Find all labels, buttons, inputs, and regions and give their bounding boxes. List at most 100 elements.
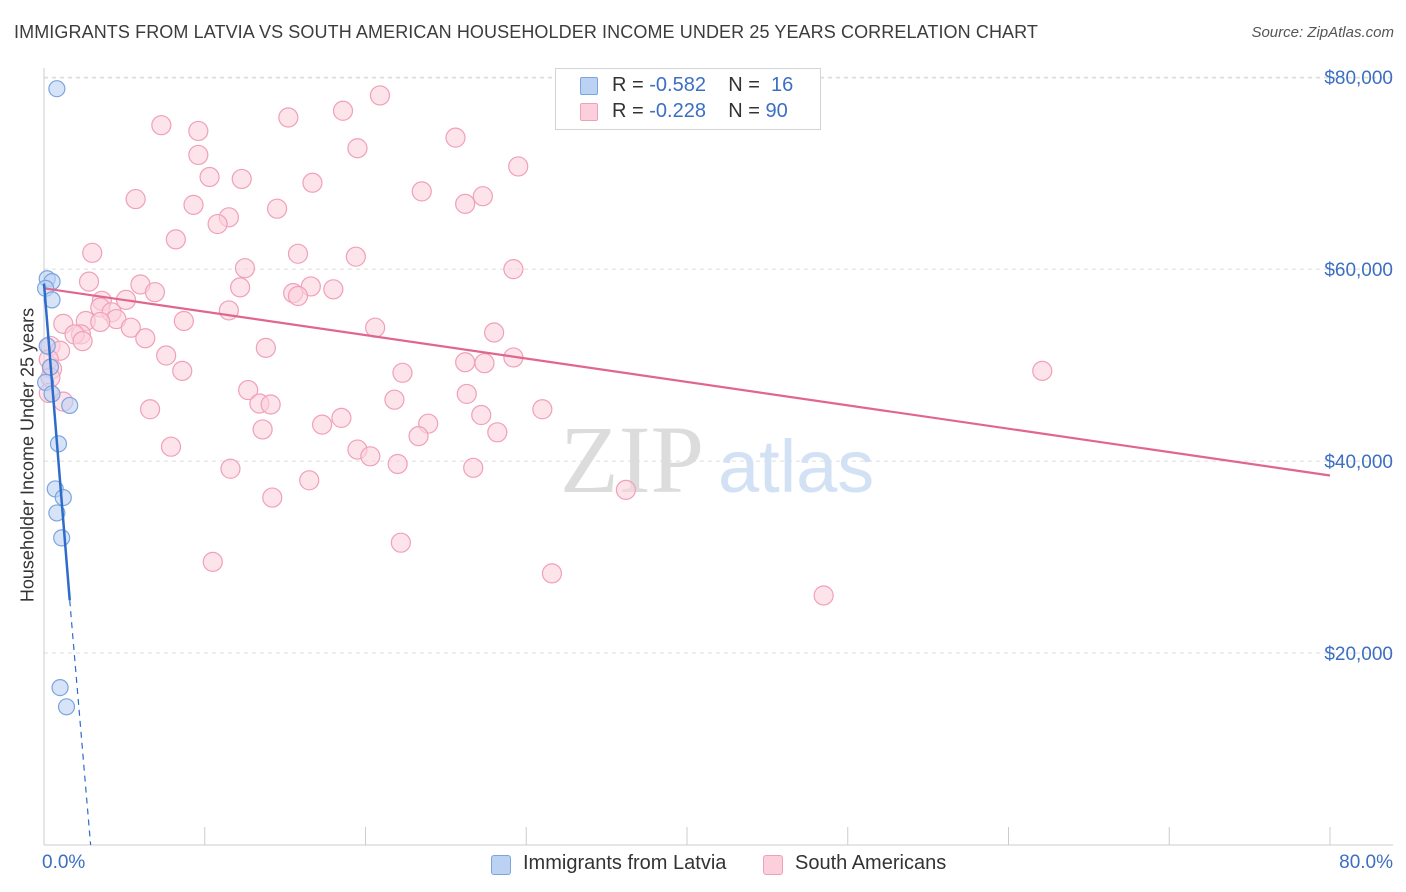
point-south-americans (1032, 360, 1053, 381)
y-tick-label: $20,000 (1324, 644, 1393, 665)
point-south-americans (615, 479, 637, 500)
point-south-americans (156, 345, 177, 366)
point-south-americans (455, 352, 476, 373)
chart-source: Source: ZipAtlas.com (1251, 24, 1394, 41)
trend-line-latvia (42, 283, 71, 601)
point-south-americans (323, 279, 344, 300)
point-south-americans (445, 127, 466, 148)
legend-n-label: N = (728, 74, 760, 96)
correlation-legend: R = -0.582 N = 16 R = -0.228 N = 90 (555, 68, 821, 130)
legend-r-value: -0.582 (649, 74, 706, 96)
legend-swatch-latvia (580, 77, 598, 95)
point-south-americans (234, 258, 256, 279)
y-tick-label: $80,000 (1324, 68, 1393, 89)
bottom-legend-label-south-americans: South Americans (795, 852, 947, 874)
legend-n-value: 90 (765, 100, 788, 122)
point-south-americans (347, 138, 368, 159)
point-south-americans (287, 285, 309, 307)
point-latvia (57, 698, 76, 716)
point-south-americans (151, 115, 172, 136)
legend-n-value: 16 (771, 74, 794, 96)
point-south-americans (387, 453, 408, 475)
point-south-americans (332, 100, 354, 121)
point-south-americans (365, 317, 386, 338)
point-south-americans (311, 414, 333, 435)
point-south-americans (165, 229, 186, 250)
point-south-americans (199, 166, 220, 188)
point-south-americans (172, 360, 193, 381)
point-latvia (48, 504, 66, 522)
point-south-americans (231, 168, 252, 190)
trend-line-south-americans (43, 287, 1331, 477)
point-south-americans (255, 337, 276, 358)
point-south-americans (487, 422, 508, 443)
point-latvia (61, 396, 79, 415)
point-south-americans (360, 446, 381, 467)
point-south-americans (135, 328, 156, 349)
point-south-americans (369, 85, 391, 106)
point-south-americans (220, 458, 241, 479)
axes (43, 68, 1393, 846)
point-latvia (54, 488, 72, 507)
point-south-americans (299, 470, 320, 491)
point-south-americans (183, 194, 204, 215)
point-latvia (43, 291, 61, 309)
point-latvia (53, 529, 71, 547)
point-south-americans (262, 487, 283, 508)
point-south-americans (471, 404, 492, 426)
point-south-americans (278, 107, 299, 128)
legend-r-value: -0.228 (649, 100, 706, 122)
point-latvia (38, 337, 56, 355)
point-south-americans (72, 331, 93, 352)
gridlines (44, 76, 1393, 654)
point-south-americans (390, 532, 411, 553)
point-latvia (48, 80, 66, 98)
bottom-legend-swatch-latvia (491, 855, 511, 875)
point-south-americans (160, 436, 182, 457)
point-south-americans (392, 362, 413, 383)
point-south-americans (78, 271, 100, 292)
y-tick-label: $60,000 (1324, 260, 1393, 281)
y-axis-label: Householder Income Under 25 years (17, 307, 38, 603)
point-south-americans (474, 353, 495, 374)
point-south-americans (252, 419, 273, 440)
point-south-americans (238, 379, 259, 401)
watermark-atlas: atlas (718, 425, 874, 508)
point-south-americans (484, 322, 505, 343)
point-south-americans (139, 399, 161, 420)
point-south-americans (455, 193, 476, 214)
point-south-americans (125, 188, 146, 210)
point-south-americans (532, 399, 553, 420)
point-south-americans (411, 181, 432, 202)
point-south-americans (120, 317, 141, 338)
point-south-americans (384, 389, 405, 410)
point-south-americans (287, 243, 309, 264)
y-tick-label: $40,000 (1324, 452, 1393, 473)
point-south-americans (260, 394, 281, 415)
x-tick-label-max: 80.0% (1339, 852, 1393, 873)
point-south-americans (813, 585, 834, 606)
point-south-americans (463, 457, 484, 478)
legend-r-label: R = (612, 74, 644, 96)
point-south-americans (302, 172, 323, 193)
y-tick-labels: $20,000 $40,000 $60,000 $80,000 (1324, 68, 1393, 665)
point-south-americans (230, 277, 251, 298)
point-south-americans (207, 213, 228, 235)
point-south-americans (345, 246, 366, 267)
legend-r-label: R = (612, 100, 644, 122)
legend-n-label: N = (728, 100, 760, 122)
bottom-legend-label-latvia: Immigrants from Latvia (523, 852, 727, 874)
point-south-americans (173, 310, 194, 332)
point-south-americans (82, 242, 103, 263)
point-south-americans (503, 259, 524, 280)
point-south-americans (188, 120, 209, 142)
point-south-americans (188, 144, 209, 166)
chart-title: IMMIGRANTS FROM LATVIA VS SOUTH AMERICAN… (14, 22, 1039, 42)
trend-lines (42, 283, 1331, 846)
point-south-americans (456, 383, 477, 405)
point-south-americans (508, 156, 529, 177)
point-south-americans (541, 563, 563, 584)
point-south-americans (331, 407, 352, 429)
series-south-americans (38, 85, 1053, 606)
